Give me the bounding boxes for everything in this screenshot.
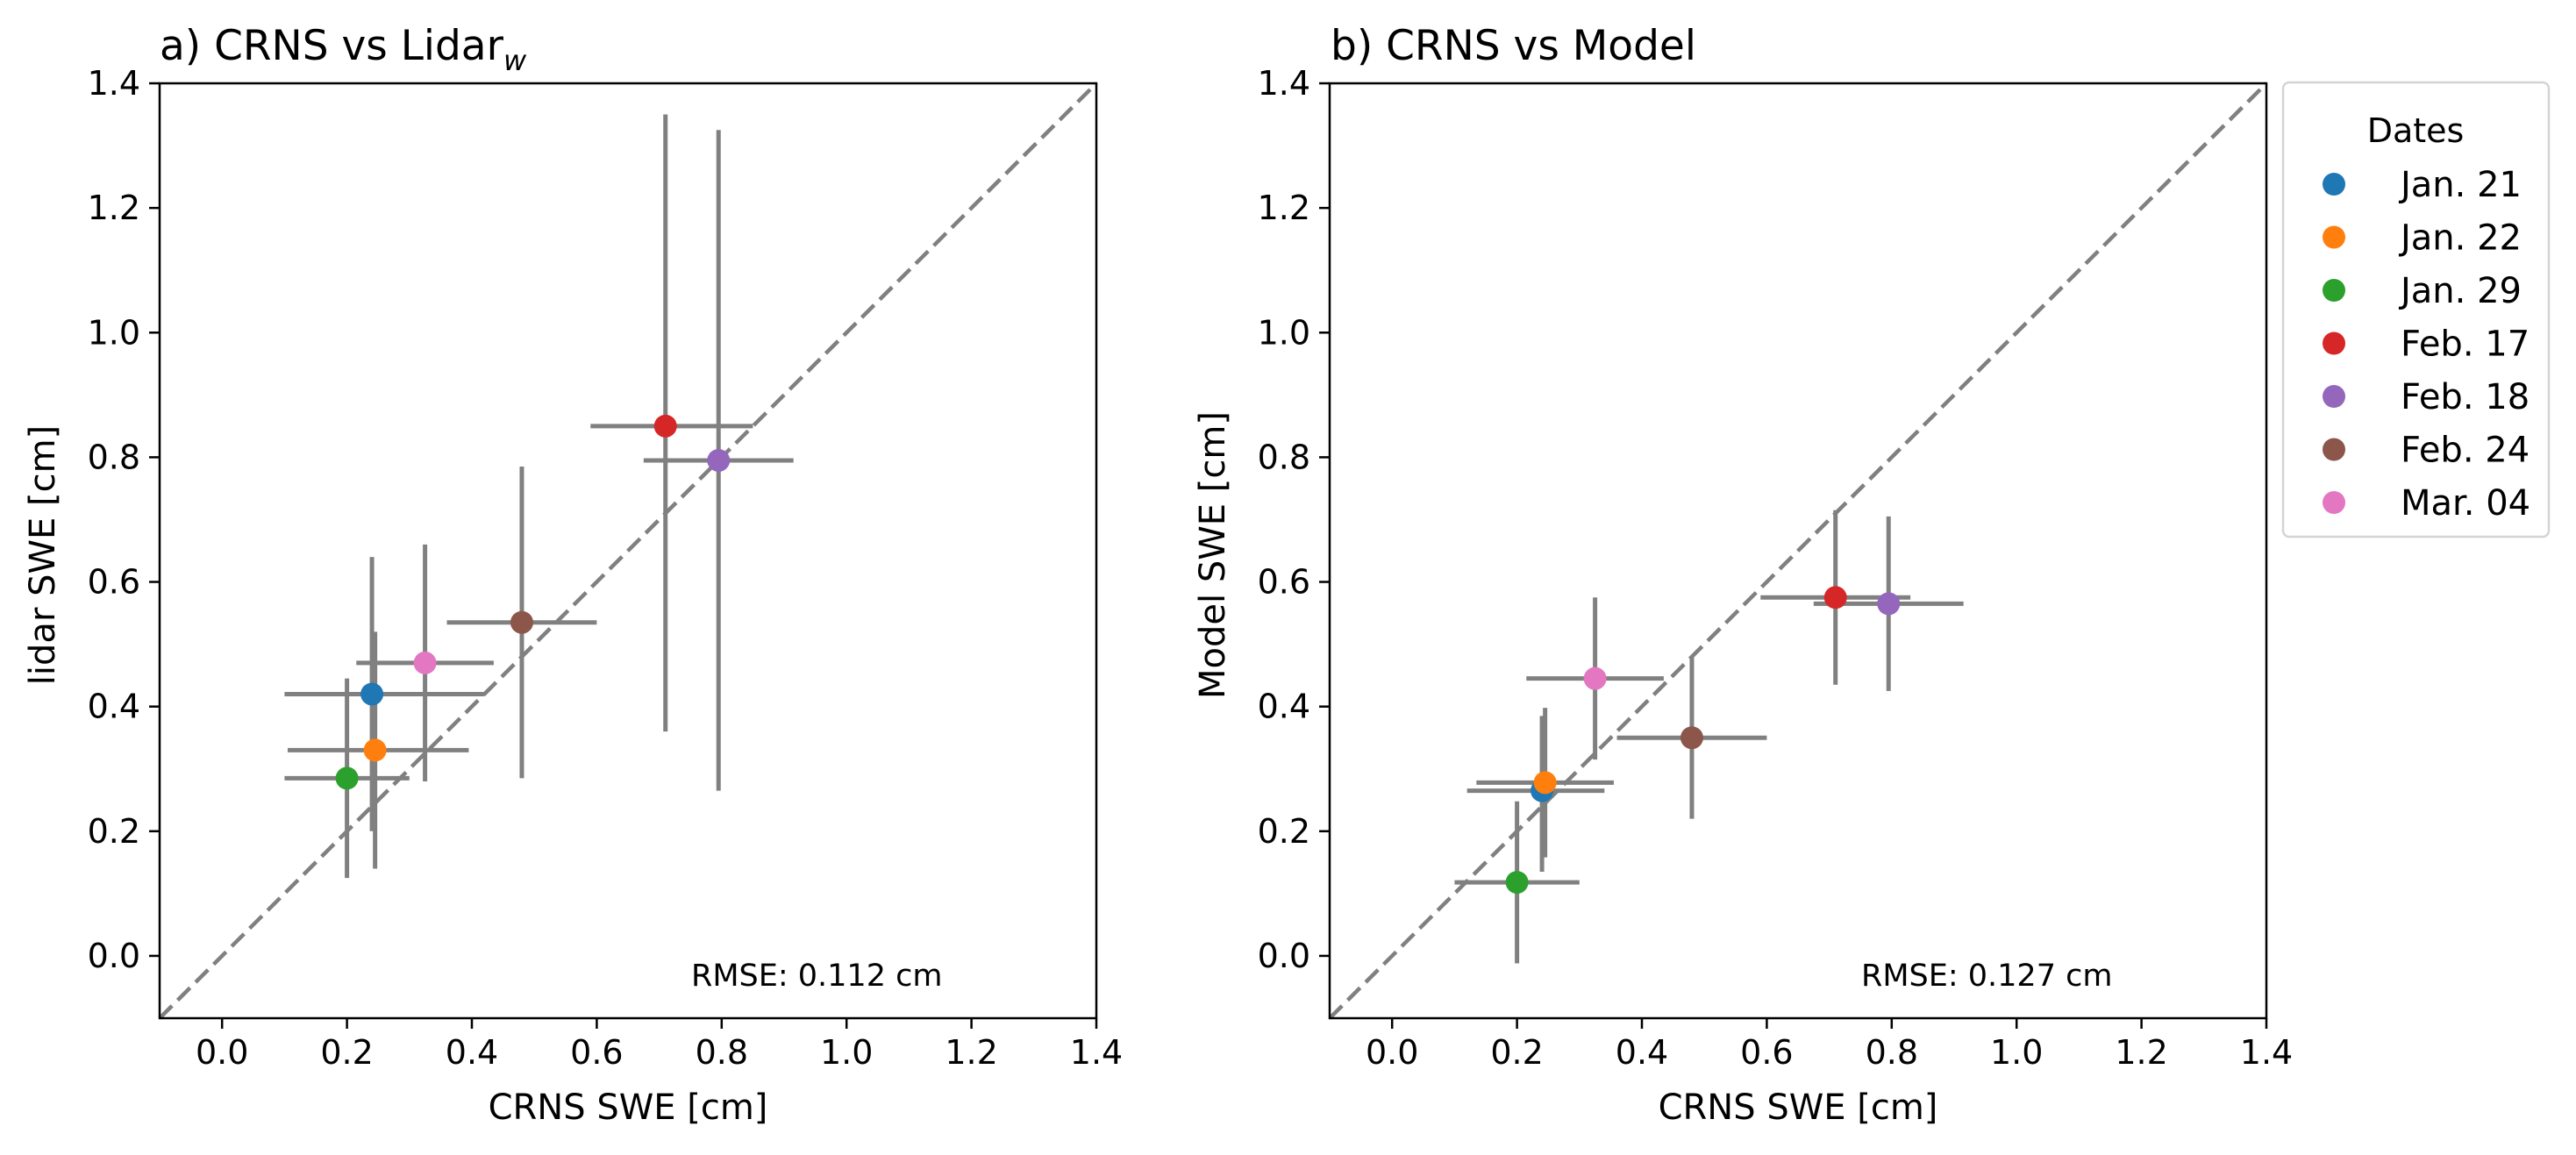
panel-b-y-tick-label: 1.0 — [1258, 313, 1310, 352]
panel-b-y-tick-label: 1.2 — [1258, 189, 1310, 227]
panel-b-x-tick-label: 1.2 — [2115, 1033, 2167, 1072]
panel-a-plot-area: 0.0 0.2 0.4 0.6 0.8 1.0 1.2 1.4 0.0 0.2 0.4 0.6 0.8 1… — [88, 64, 1124, 1072]
legend-title: Dates — [2367, 111, 2465, 150]
panel-b-x-tick-label: 0.2 — [1490, 1033, 1543, 1072]
legend-marker-jan-21 — [2323, 173, 2345, 196]
panel-a: a) CRNS vs Lidarw 0.0 0.2 0.4 0.6 0.8 1.0 1.2 1… — [23, 22, 1123, 1128]
panel-b-y-tick-label: 0.4 — [1258, 688, 1310, 726]
panel-b-rmse-annotation: RMSE: 0.127 cm — [1861, 959, 2112, 994]
panel-b-x-tick-label: 0.6 — [1740, 1033, 1793, 1072]
panel-a-rmse-annotation: RMSE: 0.112 cm — [691, 959, 942, 994]
legend-marker-feb-18 — [2323, 385, 2345, 408]
panel-a-axes-frame — [158, 82, 1098, 1020]
panel-a-y-tick-label: 0.2 — [88, 812, 140, 851]
panel-a-y-axis-label: lidar SWE [cm] — [23, 425, 63, 685]
panel-a-y-tick-label: 1.4 — [88, 64, 140, 103]
panel-b-y-tick-label: 0.2 — [1258, 812, 1310, 851]
panel-a-x-tick-label: 1.2 — [945, 1033, 997, 1072]
panel-a-x-tick-label: 0.2 — [320, 1033, 373, 1072]
panel-a-y-tick-label: 1.2 — [88, 189, 140, 227]
panel-a-y-tick-label: 0.0 — [88, 937, 140, 975]
panel-b-y-axis-label: Model SWE [cm] — [1193, 411, 1233, 699]
legend-label-feb-24: Feb. 24 — [2401, 431, 2530, 471]
panel-b-y-tick-label: 0.6 — [1258, 563, 1310, 602]
panel-a-x-tick-label: 0.6 — [570, 1033, 623, 1072]
legend-label-feb-18: Feb. 18 — [2401, 377, 2530, 417]
panel-b-point-feb-17 — [1823, 586, 1847, 610]
panel-a-title: a) CRNS vs Lidarw — [160, 22, 527, 77]
legend-label-mar-04: Mar. 04 — [2401, 483, 2530, 524]
panel-a-point-jan-22 — [363, 738, 387, 762]
legend-marker-jan-22 — [2323, 225, 2345, 249]
panel-a-y-tick-label: 0.6 — [88, 563, 140, 602]
panel-a-y-tick-label: 0.8 — [88, 438, 140, 476]
panel-b-y-tick-label: 1.4 — [1258, 64, 1310, 103]
panel-a-one-to-one-line — [158, 82, 1098, 1020]
panel-a-point-feb-18 — [707, 448, 731, 472]
legend-items: Jan. 21 Jan. 22 Jan. 29 Feb. 17 Feb. 18 Feb. … — [2323, 165, 2530, 524]
panel-a-point-jan-29 — [335, 766, 359, 790]
legend-marker-mar-04 — [2323, 491, 2345, 514]
panel-b-plot-area: 0.0 0.2 0.4 0.6 0.8 1.0 1.2 1.4 0.0 0.2 0.4 0.6 0.8 1… — [1258, 64, 2294, 1072]
panel-a-x-axis-label: CRNS SWE [cm] — [489, 1087, 768, 1128]
panel-a-y-tick-label: 0.4 — [88, 688, 140, 726]
panel-a-title-subscript: w — [503, 44, 527, 77]
panel-b-point-mar-04 — [1583, 667, 1607, 690]
panel-b-x-tick-label: 0.8 — [1866, 1033, 1918, 1072]
panel-b-x-tick-label: 0.4 — [1616, 1033, 1668, 1072]
legend-label-jan-21: Jan. 21 — [2398, 165, 2522, 205]
panel-b-y-tick-label: 0.0 — [1258, 937, 1310, 975]
panel-a-y-tick-label: 1.0 — [88, 313, 140, 352]
panel-b-point-feb-24 — [1680, 726, 1703, 750]
panel-b: b) CRNS vs Model 0.0 0.2 0.4 0.6 0.8 1.0 1.2 1.… — [1193, 22, 2293, 1128]
panel-b-point-feb-18 — [1877, 592, 1901, 616]
panel-a-x-tick-label: 1.4 — [1070, 1033, 1123, 1072]
legend: Dates Jan. 21 Jan. 22 Jan. 29 Feb. 17 Feb. 1… — [2281, 81, 2551, 538]
panel-b-x-tick-label: 0.0 — [1366, 1033, 1418, 1072]
panel-a-point-feb-17 — [653, 414, 677, 438]
panel-b-point-jan-22 — [1533, 771, 1557, 795]
panel-b-axes-frame — [1328, 82, 2268, 1020]
panel-a-x-tick-label: 1.0 — [820, 1033, 873, 1072]
legend-marker-feb-24 — [2323, 438, 2345, 461]
panel-b-x-axis-label: CRNS SWE [cm] — [1659, 1087, 1938, 1128]
panel-b-x-tick-label: 1.0 — [1990, 1033, 2043, 1072]
panel-b-point-jan-29 — [1505, 871, 1529, 895]
legend-frame — [2281, 81, 2551, 538]
legend-marker-jan-29 — [2323, 279, 2345, 302]
panel-a-x-tick-label: 0.0 — [196, 1033, 248, 1072]
legend-label-jan-29: Jan. 29 — [2398, 271, 2522, 311]
panel-b-one-to-one-line — [1328, 82, 2268, 1020]
panel-b-x-tick-label: 1.4 — [2240, 1033, 2293, 1072]
panel-a-point-feb-24 — [510, 610, 533, 634]
panel-a-point-jan-21 — [360, 682, 384, 706]
panel-b-title: b) CRNS vs Model — [1331, 22, 1696, 70]
panel-a-x-tick-label: 0.4 — [446, 1033, 498, 1072]
legend-label-feb-17: Feb. 17 — [2401, 324, 2530, 365]
legend-marker-feb-17 — [2323, 332, 2345, 355]
legend-label-jan-22: Jan. 22 — [2398, 218, 2522, 259]
panel-a-x-tick-label: 0.8 — [696, 1033, 748, 1072]
panel-b-y-tick-label: 0.8 — [1258, 438, 1310, 476]
panel-a-point-mar-04 — [413, 651, 437, 674]
